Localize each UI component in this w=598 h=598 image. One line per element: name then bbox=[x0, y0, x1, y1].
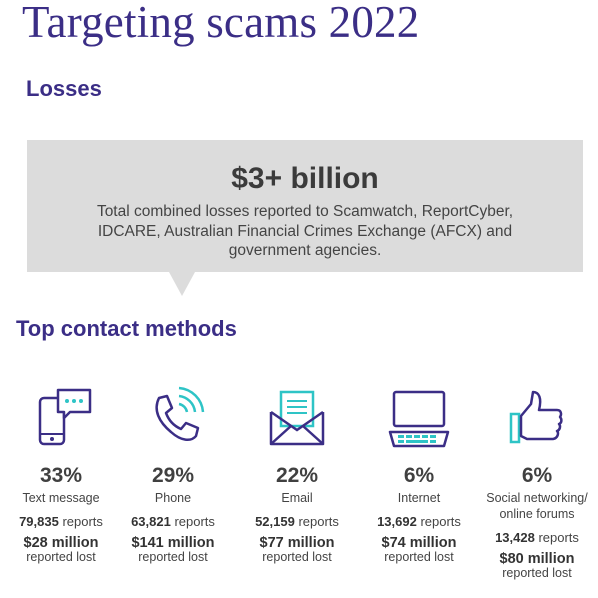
method-label: Text message bbox=[22, 491, 100, 505]
losses-callout: $3+ billion Total combined losses report… bbox=[27, 140, 583, 296]
method-label: Social networking/ online forums bbox=[486, 491, 588, 521]
method-percent: 22% bbox=[275, 464, 319, 487]
contact-method-text-message: 33% Text message 79,835 reports $28 mill… bbox=[5, 386, 117, 564]
method-percent: 29% bbox=[151, 464, 195, 487]
method-label: Internet bbox=[397, 491, 441, 505]
method-lost: $77 million bbox=[259, 535, 335, 551]
method-lost-label: reported lost bbox=[502, 566, 572, 580]
text-message-icon bbox=[38, 388, 92, 446]
method-percent: 6% bbox=[403, 464, 435, 487]
method-lost: $28 million bbox=[23, 535, 99, 551]
losses-description: Total combined losses reported to Scamwa… bbox=[96, 203, 514, 259]
losses-heading: Losses bbox=[26, 76, 102, 101]
contact-method-phone: 29% Phone 63,821 reports $141 million re… bbox=[117, 386, 229, 564]
method-lost: $80 million bbox=[499, 551, 575, 567]
method-label: Phone bbox=[154, 491, 192, 505]
method-lost-label: reported lost bbox=[138, 550, 208, 564]
method-percent: 6% bbox=[521, 464, 553, 487]
method-lost: $141 million bbox=[131, 535, 215, 551]
page-title: Targeting scams 2022 bbox=[22, 0, 420, 47]
contact-method-internet: 6% Internet 13,692 reports $74 million r… bbox=[363, 386, 475, 564]
contact-method-email: 22% Email 52,159 reports $77 million rep… bbox=[241, 386, 353, 564]
method-reports: 52,159 reports bbox=[255, 514, 339, 529]
method-lost-label: reported lost bbox=[384, 550, 454, 564]
method-reports: 63,821 reports bbox=[131, 514, 215, 529]
method-lost-label: reported lost bbox=[26, 550, 96, 564]
phone-icon bbox=[155, 386, 205, 441]
method-lost: $74 million bbox=[381, 535, 457, 551]
method-percent: 33% bbox=[39, 464, 83, 487]
email-icon bbox=[269, 390, 325, 446]
method-reports: 13,692 reports bbox=[377, 514, 461, 529]
method-reports: 13,428 reports bbox=[495, 530, 579, 545]
internet-icon bbox=[388, 390, 450, 448]
losses-amount: $3+ billion bbox=[231, 162, 379, 195]
method-reports: 79,835 reports bbox=[19, 514, 103, 529]
contact-method-social-networking: 6% Social networking/ online forums 13,4… bbox=[478, 386, 596, 580]
thumbs-up-icon bbox=[509, 390, 563, 444]
contact-methods-heading: Top contact methods bbox=[16, 316, 237, 341]
method-label: Email bbox=[281, 491, 313, 505]
method-lost-label: reported lost bbox=[262, 550, 332, 564]
